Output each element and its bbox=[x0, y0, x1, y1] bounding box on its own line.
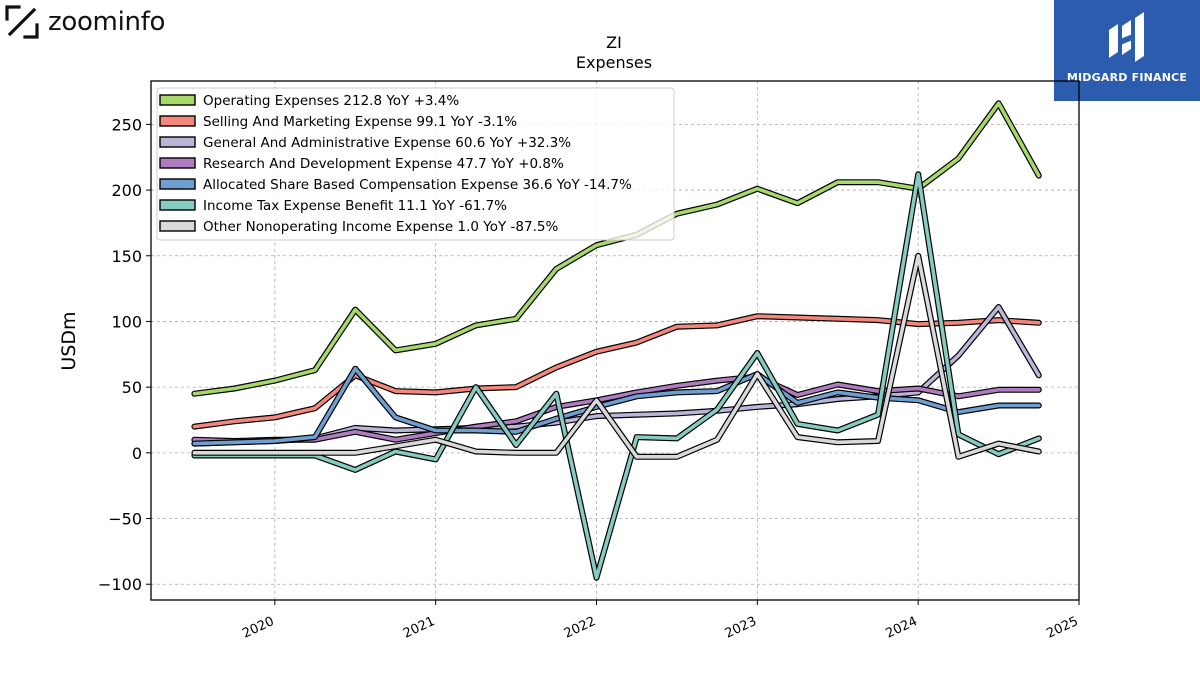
x-tick-label: 2025 bbox=[1044, 614, 1080, 642]
y-tick-label: 250 bbox=[111, 115, 142, 134]
legend-swatch bbox=[159, 94, 196, 106]
y-tick-label: 0 bbox=[132, 444, 142, 463]
x-tick-label: 2021 bbox=[401, 614, 437, 642]
series-line bbox=[192, 366, 1041, 446]
x-tick-label: 2020 bbox=[240, 614, 276, 642]
x-tick-label: 2024 bbox=[884, 614, 920, 642]
legend-swatch bbox=[159, 136, 196, 148]
y-axis-label: USDm bbox=[58, 311, 80, 370]
legend-label: General And Administrative Expense 60.6 … bbox=[203, 135, 571, 151]
y-tick-label: 150 bbox=[111, 247, 142, 266]
y-tick-label: 50 bbox=[122, 378, 142, 397]
legend-swatch bbox=[159, 220, 196, 232]
y-tick-label: −50 bbox=[108, 510, 142, 529]
series-research-and-development-expense bbox=[191, 373, 1042, 444]
chart-subtitle: Expenses bbox=[576, 53, 652, 72]
series-line bbox=[192, 172, 1041, 580]
series-line bbox=[192, 314, 1041, 429]
legend-label: Other Nonoperating Income Expense 1.0 Yo… bbox=[203, 219, 558, 235]
legend-label: Operating Expenses 212.8 YoY +3.4% bbox=[203, 93, 459, 109]
legend-swatch bbox=[159, 157, 196, 169]
chart-title: ZI bbox=[606, 33, 622, 52]
legend-label: Research And Development Expense 47.7 Yo… bbox=[203, 156, 564, 172]
series-line-outline bbox=[191, 313, 1042, 430]
series-income-tax-expense-benefit bbox=[191, 171, 1042, 581]
legend-label: Selling And Marketing Expense 99.1 YoY -… bbox=[203, 114, 517, 130]
legend: Operating Expenses 212.8 YoY +3.4% Sellin… bbox=[156, 87, 675, 241]
zoominfo-logo: zoominfo bbox=[4, 4, 165, 40]
y-tick-label: −100 bbox=[98, 575, 142, 594]
legend-box bbox=[156, 87, 675, 241]
legend-swatch bbox=[159, 178, 196, 190]
badge-label: MIDGARD FINANCE bbox=[1066, 71, 1188, 84]
series-line bbox=[192, 374, 1041, 443]
x-tick-label: 2022 bbox=[562, 614, 598, 642]
series-selling-and-marketing-expense bbox=[191, 313, 1042, 430]
legend-label: Income Tax Expense Benefit 11.1 YoY -61.… bbox=[203, 198, 507, 214]
legend-swatch bbox=[159, 115, 196, 127]
y-tick-label: 200 bbox=[111, 181, 142, 200]
y-tick-label: 100 bbox=[111, 312, 142, 331]
series-other-nonoperating-income-expense bbox=[191, 252, 1042, 460]
plot-frame bbox=[150, 80, 1080, 601]
legend-swatch bbox=[159, 199, 196, 211]
x-tick-label: 2023 bbox=[723, 614, 759, 642]
midgard-finance-badge: MIDGARD FINANCE bbox=[1054, 0, 1200, 101]
plot-area bbox=[191, 100, 1042, 581]
series-allocated-share-based-compensation-expense bbox=[191, 365, 1042, 447]
series-line bbox=[192, 254, 1041, 459]
midgard-logo-icon bbox=[1109, 12, 1144, 62]
legend-label: Allocated Share Based Compensation Expen… bbox=[203, 177, 632, 193]
zoominfo-logo-icon bbox=[5, 5, 39, 39]
brand-name: zoominfo bbox=[48, 7, 166, 37]
